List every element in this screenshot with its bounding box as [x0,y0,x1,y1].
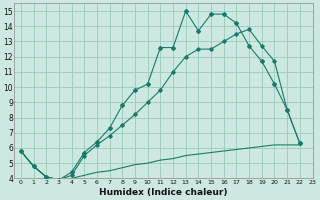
X-axis label: Humidex (Indice chaleur): Humidex (Indice chaleur) [99,188,228,197]
